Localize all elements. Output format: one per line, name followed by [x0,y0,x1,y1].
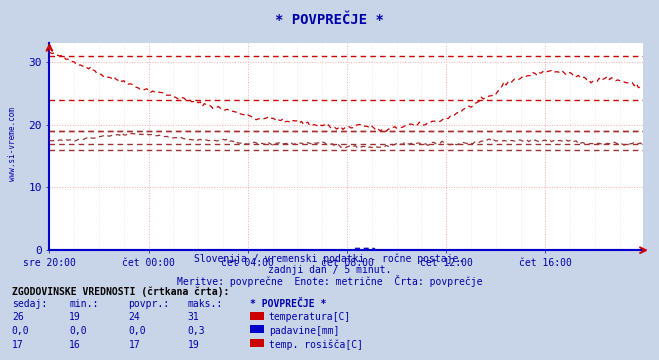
Text: temperatura[C]: temperatura[C] [269,312,351,323]
Text: povpr.:: povpr.: [129,299,169,309]
Text: 16: 16 [69,340,81,350]
Text: 0,0: 0,0 [69,326,87,336]
Text: * POVPREČJE *: * POVPREČJE * [250,299,327,309]
Text: maks.:: maks.: [188,299,223,309]
Text: 0,3: 0,3 [188,326,206,336]
Text: sedaj:: sedaj: [12,299,47,309]
Text: 17: 17 [12,340,24,350]
Text: min.:: min.: [69,299,99,309]
Text: 19: 19 [188,340,200,350]
Text: Meritve: povprečne  Enote: metrične  Črta: povprečje: Meritve: povprečne Enote: metrične Črta:… [177,275,482,287]
Text: Slovenija / vremenski podatki - ročne postaje.: Slovenija / vremenski podatki - ročne po… [194,254,465,264]
Text: 26: 26 [12,312,24,323]
Text: temp. rosišča[C]: temp. rosišča[C] [269,340,363,350]
Text: zadnji dan / 5 minut.: zadnji dan / 5 minut. [268,265,391,275]
Text: www.si-vreme.com: www.si-vreme.com [8,107,17,181]
Text: 17: 17 [129,340,140,350]
Text: 0,0: 0,0 [12,326,30,336]
Text: * POVPREČJE *: * POVPREČJE * [275,13,384,27]
Text: padavine[mm]: padavine[mm] [269,326,339,336]
Text: 31: 31 [188,312,200,323]
Text: 0,0: 0,0 [129,326,146,336]
Text: ZGODOVINSKE VREDNOSTI (črtkana črta):: ZGODOVINSKE VREDNOSTI (črtkana črta): [12,286,229,297]
Text: 19: 19 [69,312,81,323]
Text: 24: 24 [129,312,140,323]
